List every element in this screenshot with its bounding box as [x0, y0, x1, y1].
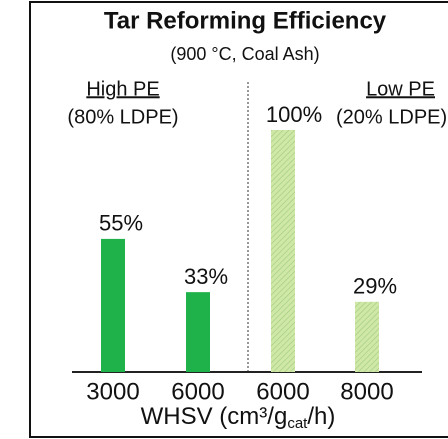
value-label: 29% [353, 274, 397, 299]
x-tick-label: 6000 [171, 378, 224, 405]
frame [29, 1, 448, 438]
x-label-part: cat [287, 415, 308, 432]
x-tick-label: 3000 [86, 378, 139, 405]
x-tick-label: 6000 [256, 378, 309, 405]
bar [355, 301, 379, 372]
x-label-part: WHSV (cm³/g [141, 403, 288, 430]
annotation: Low PE [366, 78, 435, 100]
x-tick-label: 8000 [340, 378, 393, 405]
x-label-part: /h) [307, 403, 335, 430]
bar [186, 292, 210, 372]
bar [271, 130, 295, 372]
annotation: (20% LDPE) [336, 106, 447, 128]
annotation: High PE [86, 78, 159, 100]
x-axis-label: WHSV (cm³/gcat/h) [141, 403, 336, 432]
chart-title: Tar Reforming Efficiency [104, 7, 387, 34]
bar [101, 238, 125, 372]
annotation: (80% LDPE) [67, 106, 178, 128]
value-label: 55% [99, 211, 143, 236]
value-label: 100% [266, 102, 322, 127]
chart-subtitle: (900 °C, Coal Ash) [170, 44, 319, 64]
value-label: 33% [184, 264, 228, 289]
